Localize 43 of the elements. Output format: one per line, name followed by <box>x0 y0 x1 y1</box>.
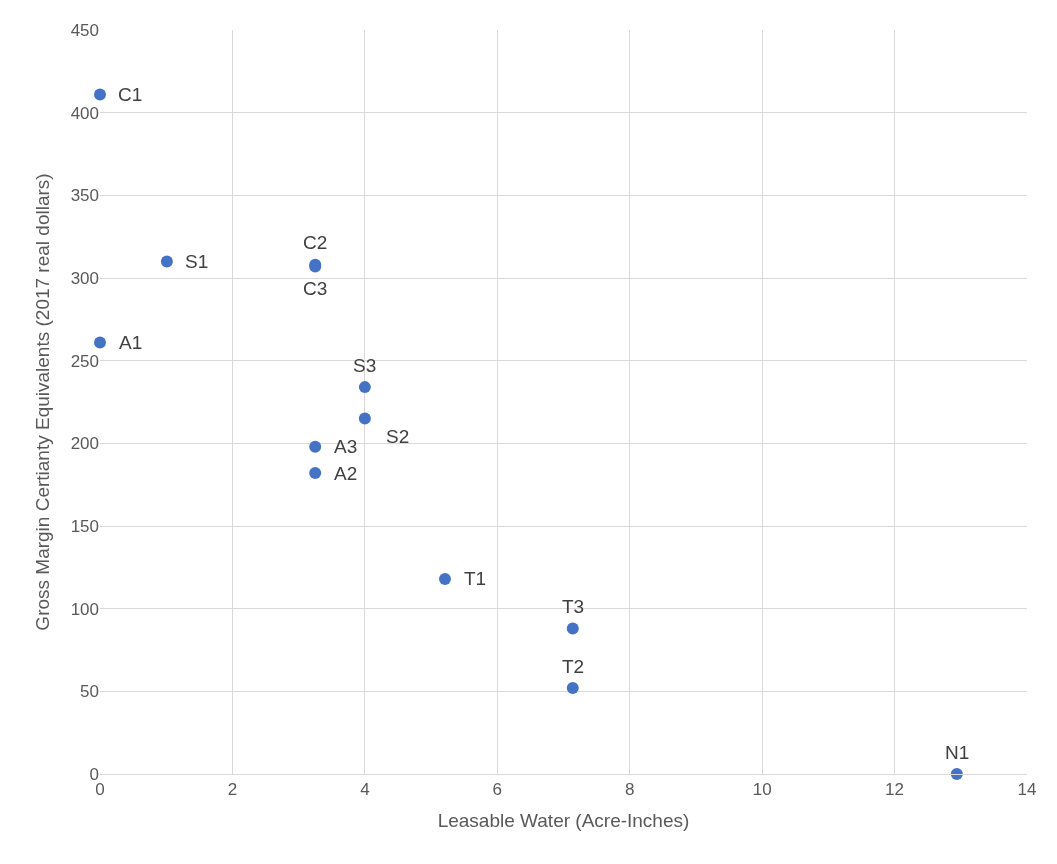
annotation: A3 <box>334 436 358 457</box>
y-tick-label: 50 <box>80 682 99 702</box>
annotation: N1 <box>945 742 970 763</box>
y-axis-title: Gross Margin Certianty Equivalents (2017 real dollars) <box>32 173 54 631</box>
y-tick-label: 450 <box>70 20 99 40</box>
x-tick-label: 12 <box>885 780 905 800</box>
x-tick-label: 8 <box>624 780 635 800</box>
annotation: T1 <box>464 568 487 589</box>
annotation: C3 <box>303 278 328 299</box>
point <box>309 440 322 453</box>
point <box>309 467 322 480</box>
y-tick-label: 200 <box>70 434 99 454</box>
x-axis-title: Leasable Water (Acre-Inches) <box>437 810 690 832</box>
x-tick-label: 6 <box>492 780 503 800</box>
point <box>358 381 371 394</box>
x-tick-label: 14 <box>1017 780 1037 800</box>
point <box>94 336 106 349</box>
x-tick-label: 10 <box>752 780 772 800</box>
point <box>94 88 106 101</box>
point <box>438 572 451 585</box>
annotation: A1 <box>119 332 143 353</box>
annotation: T2 <box>562 656 585 677</box>
annotation: A2 <box>334 463 358 484</box>
point <box>566 622 579 635</box>
y-tick-label: 250 <box>70 351 99 371</box>
annotation: S2 <box>386 426 410 447</box>
y-tick-label: 100 <box>70 599 99 619</box>
y-tick-label: 0 <box>89 764 99 784</box>
point <box>160 255 173 268</box>
x-tick-label: 2 <box>227 780 238 800</box>
annotation: C1 <box>118 84 143 105</box>
y-tick-label: 350 <box>70 186 99 206</box>
point <box>566 682 579 695</box>
point <box>950 768 963 780</box>
y-tick-label: 400 <box>70 103 99 123</box>
annotation: T3 <box>562 596 585 617</box>
y-tick-label: 300 <box>70 268 99 288</box>
annotation: S1 <box>185 251 209 272</box>
x-tick-label: 4 <box>360 780 370 800</box>
point <box>358 412 371 425</box>
y-tick-label: 150 <box>70 516 99 536</box>
annotation: S3 <box>353 355 377 376</box>
annotation: C2 <box>303 232 328 253</box>
